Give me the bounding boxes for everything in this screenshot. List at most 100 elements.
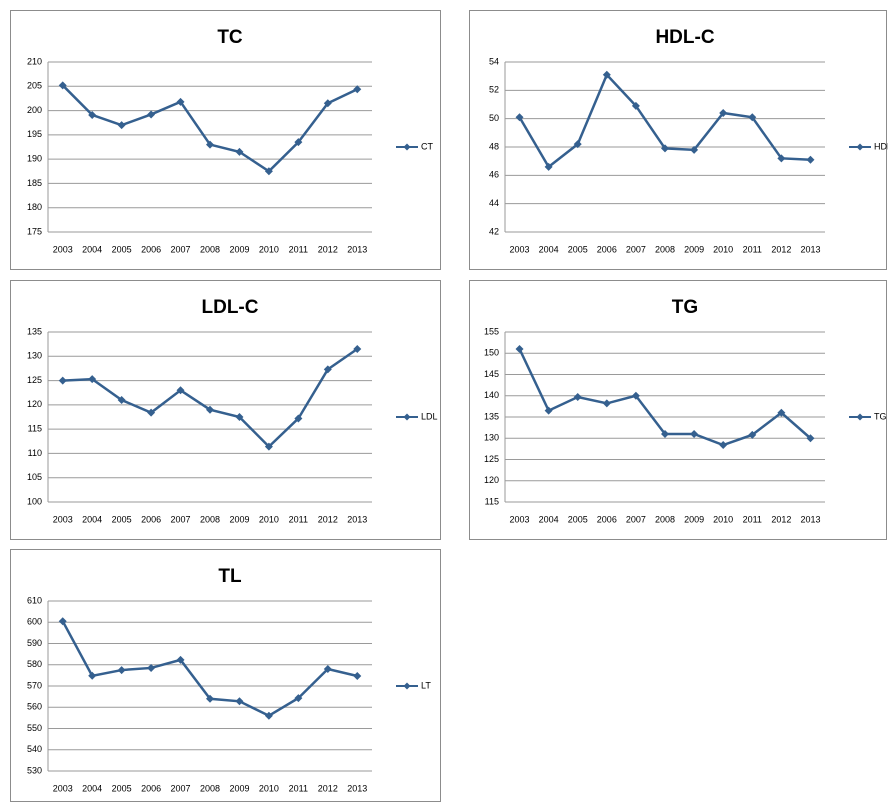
x-tick-label: 2003	[510, 244, 530, 254]
x-tick-label: 2011	[743, 244, 762, 254]
x-tick-label: 2003	[510, 514, 530, 524]
data-point	[353, 672, 362, 681]
legend-label: TG	[874, 411, 887, 421]
y-tick-label: 140	[484, 390, 499, 400]
y-tick-label: 46	[489, 170, 499, 180]
chart-title: LDL-C	[202, 297, 259, 318]
y-tick-label: 175	[27, 226, 42, 236]
x-tick-label: 2008	[200, 244, 220, 254]
x-tick-label: 2010	[713, 244, 733, 254]
x-tick-label: 2007	[626, 514, 646, 524]
x-tick-label: 2007	[171, 783, 191, 793]
data-point	[88, 110, 97, 119]
y-tick-label: 125	[27, 375, 42, 385]
y-tick-label: 190	[27, 154, 42, 164]
legend-marker	[856, 143, 864, 151]
chart-title: TC	[217, 27, 243, 48]
data-point	[235, 413, 244, 421]
data-point	[58, 81, 67, 90]
data-point	[147, 663, 156, 672]
data-point	[690, 430, 699, 438]
chart-panel: TG 115 120 125 130 135 140 145 150 155 2003 2004 200…	[469, 280, 887, 540]
x-tick-label: 2005	[112, 244, 132, 254]
x-tick-label: 2012	[318, 244, 338, 254]
x-tick-label: 2003	[53, 783, 73, 793]
x-tick-label: 2006	[597, 244, 617, 254]
data-point	[117, 121, 126, 130]
data-point	[264, 167, 273, 176]
y-tick-label: 205	[27, 81, 42, 91]
x-tick-label: 2007	[171, 244, 191, 254]
data-point	[323, 665, 332, 673]
x-tick-label: 2012	[771, 514, 791, 524]
data-point	[748, 430, 757, 439]
data-point	[206, 694, 214, 703]
data-point	[264, 442, 273, 451]
x-tick-label: 2007	[171, 514, 191, 524]
x-tick-label: 2005	[112, 514, 132, 524]
x-tick-label: 2003	[53, 244, 73, 254]
data-point	[690, 145, 699, 154]
x-tick-label: 2004	[82, 514, 102, 524]
y-tick-label: 100	[27, 496, 42, 506]
x-tick-label: 2005	[112, 783, 132, 793]
x-tick-label: 2006	[141, 244, 161, 254]
x-tick-label: 2009	[684, 244, 704, 254]
data-point	[323, 99, 332, 108]
data-point	[206, 405, 214, 414]
y-tick-label: 115	[485, 496, 499, 506]
x-tick-label: 2008	[200, 514, 220, 524]
x-tick-label: 2011	[743, 514, 762, 524]
data-point	[117, 396, 126, 404]
legend-marker	[403, 143, 411, 151]
chart-panel: HDL-C 42 44 46 48 50 52 54 2003 2004 2005 2006 2007 2…	[469, 10, 888, 270]
y-tick-label: 48	[489, 141, 499, 151]
y-tick-label: 560	[27, 702, 42, 712]
x-tick-label: 2008	[200, 783, 220, 793]
data-point	[777, 408, 786, 417]
y-tick-label: 42	[489, 226, 499, 236]
data-point	[147, 408, 156, 417]
x-tick-label: 2013	[347, 514, 367, 524]
data-point	[323, 365, 332, 374]
data-point	[117, 666, 126, 675]
x-tick-label: 2006	[141, 514, 161, 524]
panel-frame	[10, 549, 441, 802]
data-point	[294, 138, 303, 147]
data-point	[573, 140, 582, 149]
data-point	[602, 70, 611, 79]
data-point	[777, 154, 786, 163]
legend-label: LDL	[421, 411, 438, 421]
x-tick-label: 2011	[289, 514, 308, 524]
y-tick-label: 600	[27, 617, 42, 627]
y-tick-label: 570	[27, 680, 42, 690]
data-point	[88, 375, 97, 384]
chart-panel: TL 530 540 550 560 570 580 590 600 610 2003 2004 200…	[10, 549, 441, 802]
data-point	[806, 434, 815, 443]
x-tick-label: 2009	[229, 514, 249, 524]
chart-title: TG	[672, 297, 698, 318]
y-tick-label: 44	[489, 198, 499, 208]
data-point	[88, 671, 97, 680]
x-tick-label: 2004	[539, 244, 559, 254]
data-point	[176, 97, 185, 106]
x-tick-label: 2011	[289, 783, 308, 793]
x-tick-label: 2005	[568, 244, 588, 254]
data-point	[235, 697, 244, 706]
y-tick-label: 155	[484, 326, 499, 336]
x-tick-label: 2006	[141, 783, 161, 793]
y-tick-label: 54	[489, 56, 499, 66]
y-tick-label: 180	[27, 202, 42, 212]
x-tick-label: 2012	[318, 783, 338, 793]
x-tick-label: 2008	[655, 244, 675, 254]
y-tick-label: 185	[27, 178, 42, 188]
panel-frame	[469, 280, 887, 540]
x-tick-label: 2010	[259, 783, 279, 793]
x-tick-label: 2003	[53, 514, 73, 524]
data-point	[264, 711, 273, 720]
data-point	[206, 140, 214, 149]
x-tick-label: 2012	[318, 514, 338, 524]
y-tick-label: 580	[27, 659, 42, 669]
legend-marker	[856, 413, 864, 421]
data-point	[631, 391, 640, 400]
